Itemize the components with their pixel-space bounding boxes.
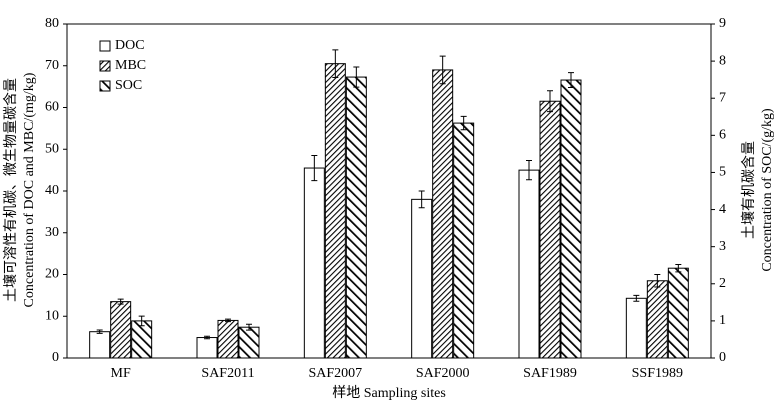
y-tick-label: 20: [45, 267, 59, 282]
error-bar: [526, 160, 532, 181]
bar: [411, 198, 433, 359]
error-bar: [675, 263, 682, 273]
error-bar: [633, 294, 640, 302]
error-bar: [460, 115, 467, 131]
error-bar: [225, 318, 231, 323]
x-tick-label: SAF1989: [523, 366, 577, 381]
error-bar: [117, 298, 124, 305]
y-axis-label: 土壤可溶性有机碳、微生物量碳含量: [2, 78, 19, 302]
y-tick-label: 30: [45, 225, 59, 240]
y2-tick-label: 8: [719, 53, 726, 68]
y-axis-label: Concentration of DOC and MBC/(mg/kg): [22, 72, 37, 307]
error-bar: [96, 329, 103, 334]
y-tick-label: 80: [45, 16, 59, 31]
y-tick-label: 70: [45, 58, 59, 73]
x-tick-label: SAF2007: [308, 366, 362, 381]
x-tick-label: MF: [111, 366, 131, 381]
y2-tick-label: 0: [719, 350, 726, 365]
x-tick-label: SAF2011: [201, 366, 254, 381]
error-bar: [439, 55, 446, 85]
error-bar: [138, 315, 145, 327]
y2-tick-label: 9: [719, 16, 726, 31]
y2-tick-label: 6: [719, 128, 726, 143]
y-tick-label: 60: [45, 100, 59, 115]
y2-tick-label: 2: [719, 276, 726, 291]
error-bar: [654, 274, 661, 288]
bar: [110, 301, 132, 359]
bar: [432, 69, 454, 359]
bar: [89, 331, 111, 359]
bar: [217, 319, 239, 359]
legend-label: SOC: [115, 78, 142, 93]
bar: [324, 63, 346, 359]
legend-swatch: [99, 60, 111, 72]
x-tick-label: SAF2000: [416, 366, 470, 381]
bar: [518, 169, 540, 359]
y2-axis-label: 土壤有机碳含量: [740, 141, 757, 239]
x-axis-label: 样地 Sampling sites: [332, 385, 446, 401]
y2-tick-label: 3: [719, 239, 726, 254]
error-bar: [418, 190, 425, 209]
error-bar: [246, 323, 252, 331]
y2-tick-label: 1: [719, 313, 726, 328]
bar: [238, 326, 260, 359]
y2-axis-label: Concentration of SOC/(g/kg): [760, 108, 775, 272]
y2-tick-label: 7: [719, 90, 726, 105]
error-bar: [204, 335, 210, 340]
bar: [539, 100, 561, 359]
bar: [196, 337, 218, 359]
bar: [131, 320, 153, 359]
y-tick-label: 40: [45, 183, 59, 198]
bar: [667, 267, 689, 359]
bar: [453, 122, 475, 359]
legend-swatch: [99, 80, 111, 92]
bar: [646, 280, 668, 359]
error-bar: [332, 49, 339, 78]
y2-tick-label: 4: [719, 202, 726, 217]
y-tick-label: 50: [45, 141, 59, 156]
bar: [345, 76, 367, 359]
error-bar: [568, 72, 574, 88]
y-tick-label: 0: [52, 350, 59, 365]
bar: [560, 79, 582, 359]
y-tick-label: 10: [45, 308, 59, 323]
bar: [625, 297, 647, 359]
x-tick-label: SSF1989: [632, 366, 683, 381]
error-bar: [547, 90, 553, 113]
error-bar: [353, 66, 360, 88]
legend-label: MBC: [115, 58, 146, 73]
legend-swatch: [99, 40, 111, 52]
y2-tick-label: 5: [719, 165, 726, 180]
error-bar: [311, 155, 318, 182]
plot-frame: [66, 23, 712, 359]
bar: [303, 167, 325, 359]
legend-label: DOC: [115, 38, 145, 53]
